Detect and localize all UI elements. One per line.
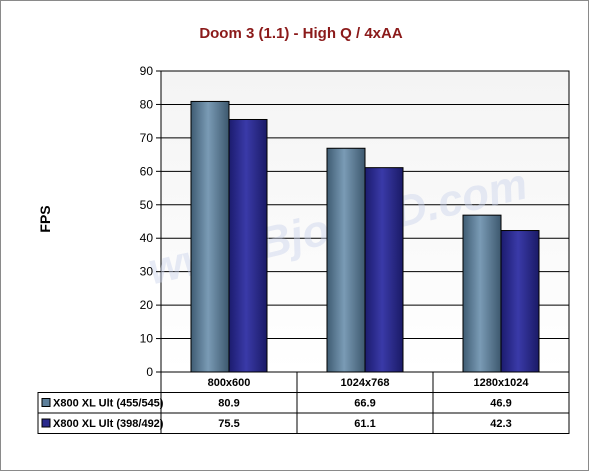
- bar: [462, 214, 502, 373]
- y-tick-label: 20: [140, 298, 154, 312]
- bar: [500, 230, 540, 373]
- y-tick-label: 30: [140, 265, 154, 279]
- bar: [190, 100, 230, 373]
- data-value-cell: 80.9: [218, 398, 239, 410]
- category-label: 1280x1024: [473, 377, 529, 389]
- legend-swatch: [41, 398, 51, 407]
- category-label: 800x600: [208, 377, 251, 389]
- y-tick-label: 0: [146, 365, 153, 379]
- chart-title: Doom 3 (1.1) - High Q / 4xAA: [199, 25, 403, 42]
- category-label: 1024x768: [341, 377, 390, 389]
- legend-series-name: X800 XL Ult (398/492): [53, 418, 164, 430]
- y-tick-label: 60: [140, 164, 154, 178]
- y-tick-label: 80: [140, 97, 154, 111]
- legend-swatch: [41, 418, 51, 428]
- legend-series-name: X800 XL Ult (455/545): [53, 398, 164, 410]
- data-value-cell: 66.9: [354, 398, 375, 410]
- y-axis-ticks: 0 10 20 30 40 50 60 70 80 90: [140, 64, 161, 379]
- y-tick-label: 40: [140, 231, 154, 245]
- bar: [326, 147, 366, 373]
- data-value-cell: 46.9: [490, 398, 511, 410]
- data-table: 800x600 1024x768 1280x1024 X800 XL Ult (455…: [37, 371, 570, 434]
- bars: [190, 100, 540, 373]
- y-axis-label: FPS: [37, 205, 53, 232]
- y-tick-label: 10: [140, 332, 154, 346]
- bar: [364, 167, 404, 373]
- y-tick-label: 90: [140, 64, 154, 78]
- y-tick-label: 50: [140, 198, 154, 212]
- bar: [228, 118, 268, 373]
- data-value-cell: 75.5: [218, 418, 239, 430]
- data-value-cell: 61.1: [354, 418, 375, 430]
- data-value-cell: 42.3: [490, 418, 511, 430]
- y-tick-label: 70: [140, 131, 154, 145]
